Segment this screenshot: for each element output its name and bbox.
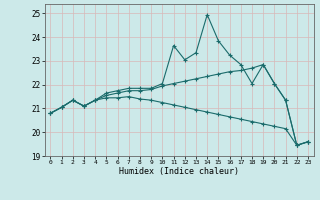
X-axis label: Humidex (Indice chaleur): Humidex (Indice chaleur) [119,167,239,176]
